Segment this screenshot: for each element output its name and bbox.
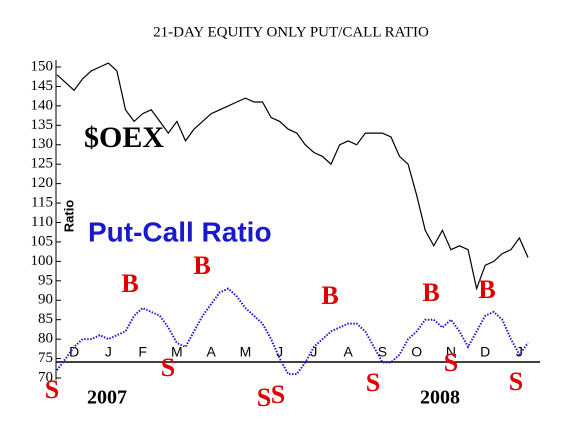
signal-annotation: B [422,278,439,307]
y-tick-label: 80 [38,331,53,347]
x-tick-label: D [69,344,79,360]
signal-annotation: S [366,368,380,397]
signal-annotation: S [257,383,271,412]
x-tick-label: J [105,344,112,360]
x-tick-label: S [378,344,387,360]
x-tick-label: N [446,344,456,360]
y-tick-label: 140 [31,97,54,113]
signal-annotation: S [509,367,523,396]
x-tick-label: M [171,344,183,360]
chart-title: 21-DAY EQUITY ONLY PUT/CALL RATIO [153,24,429,40]
x-tick-label: O [411,344,422,360]
y-tick-label: 145 [31,78,54,94]
y-tick-label: 75 [38,350,53,366]
y-tick-label: 90 [38,292,53,308]
year-label: 2007 [87,387,127,409]
x-tick-label: J [516,344,523,360]
series-line [56,62,529,291]
x-tick-label: J [276,344,283,360]
signal-annotation: B [321,281,338,310]
y-tick-label: 115 [31,195,53,211]
signal-annotation: S [161,353,175,382]
x-tick-label: M [240,344,252,360]
y-tick-label: 125 [31,156,54,172]
y-tick-label: 110 [31,214,53,230]
y-tick-label: 130 [31,136,54,152]
x-tick-label: F [138,344,147,360]
y-axis-label: Ratio [61,200,76,233]
y-tick-label: 135 [31,117,54,133]
x-tick-label: J [310,344,317,360]
y-tick-label: 85 [38,311,53,327]
signal-annotation: B [193,251,210,280]
signal-annotation: S [444,348,458,377]
y-tick-label: 120 [31,175,54,191]
year-label: 2008 [420,387,460,409]
y-tick-label: 105 [31,233,54,249]
x-tick-label: A [343,344,353,360]
series-label: Put-Call Ratio [88,216,272,247]
signal-annotation: B [478,275,495,304]
y-tick-label: 95 [38,272,53,288]
signal-annotation: S [271,380,285,409]
signal-annotation: B [121,269,138,298]
x-tick-label: A [206,344,216,360]
series-label: $OEX [84,121,164,154]
y-tick-label: 100 [31,253,54,269]
series-line [56,287,529,376]
x-tick-label: D [480,344,490,360]
y-tick-label: 150 [31,58,54,74]
y-tick-label: 70 [38,369,53,385]
signal-annotation: S [45,375,59,404]
